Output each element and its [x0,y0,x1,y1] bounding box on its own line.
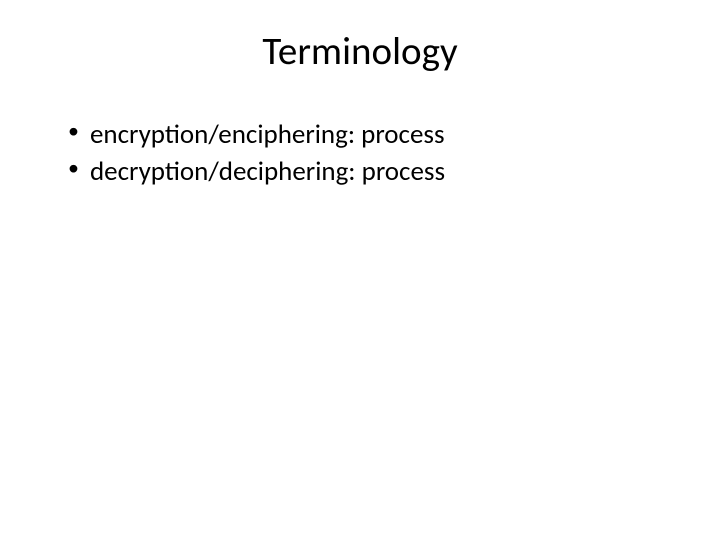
slide-container: Terminology encryption/enciphering: proc… [0,0,720,540]
bullet-item: encryption/enciphering: process [68,117,680,152]
slide-title: Terminology [40,28,680,75]
bullet-list: encryption/enciphering: process decrypti… [40,117,680,189]
bullet-item: decryption/deciphering: process [68,154,680,189]
